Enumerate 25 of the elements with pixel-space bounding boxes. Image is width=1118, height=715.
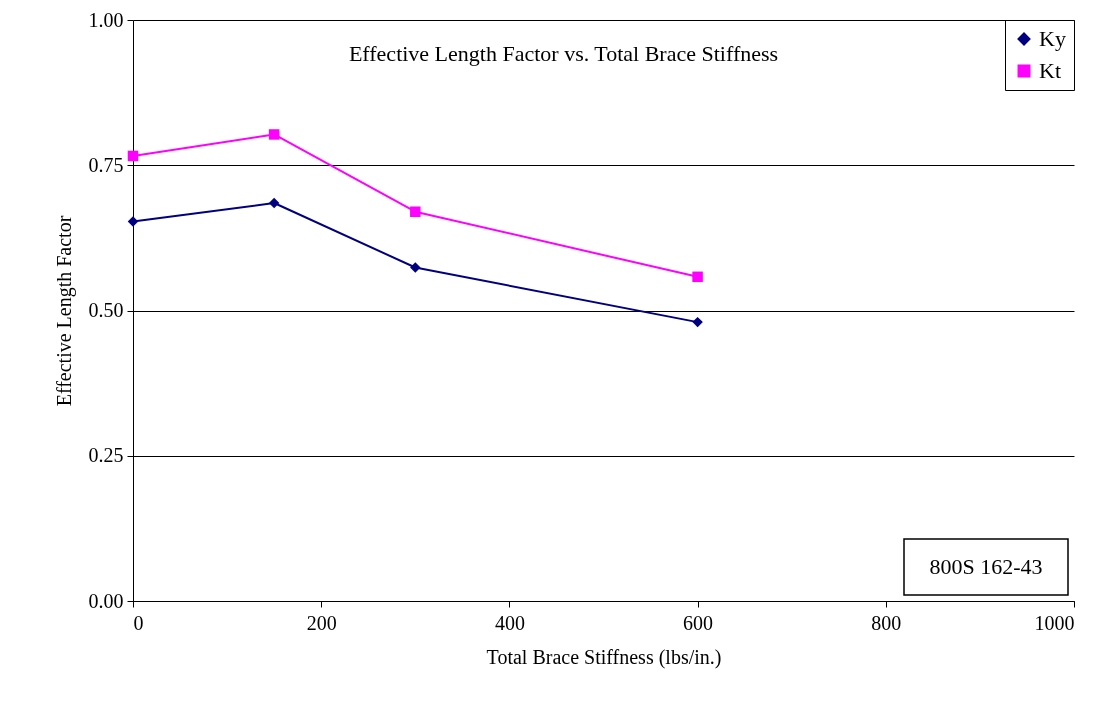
legend-label: Kt xyxy=(1039,58,1061,83)
point xyxy=(410,262,421,273)
x-axis-title: Total Brace Stiffness (lbs/in.) xyxy=(486,645,722,669)
x-tick-label: 200 xyxy=(306,611,337,634)
point xyxy=(410,206,421,217)
y-axis-title: Effective Length Factor xyxy=(52,215,76,407)
point xyxy=(268,197,280,209)
point xyxy=(268,129,280,140)
x-tick-label: 600 xyxy=(683,611,714,634)
y-tick-label: 1.00 xyxy=(88,8,124,31)
x-tick-label: 800 xyxy=(871,611,902,634)
point xyxy=(692,316,703,328)
y-tick-label: 0.00 xyxy=(88,589,124,612)
x-tick-label: 0 xyxy=(133,611,144,634)
point xyxy=(127,216,139,227)
y-tick-label: 0.25 xyxy=(88,444,124,467)
text: Effective Length Factor vs. Total Brace Stiffness xyxy=(348,41,779,66)
legend-label: Ky xyxy=(1039,26,1066,51)
x-tick-label: 1000 xyxy=(1034,611,1075,634)
y-tick-label: 0.50 xyxy=(88,299,124,321)
point xyxy=(127,150,139,162)
annotation: 800S 162-43 xyxy=(929,554,1043,579)
x-tick-label: 400 xyxy=(494,611,525,634)
y-tick-label: 0.75 xyxy=(88,153,124,176)
point xyxy=(692,271,703,283)
